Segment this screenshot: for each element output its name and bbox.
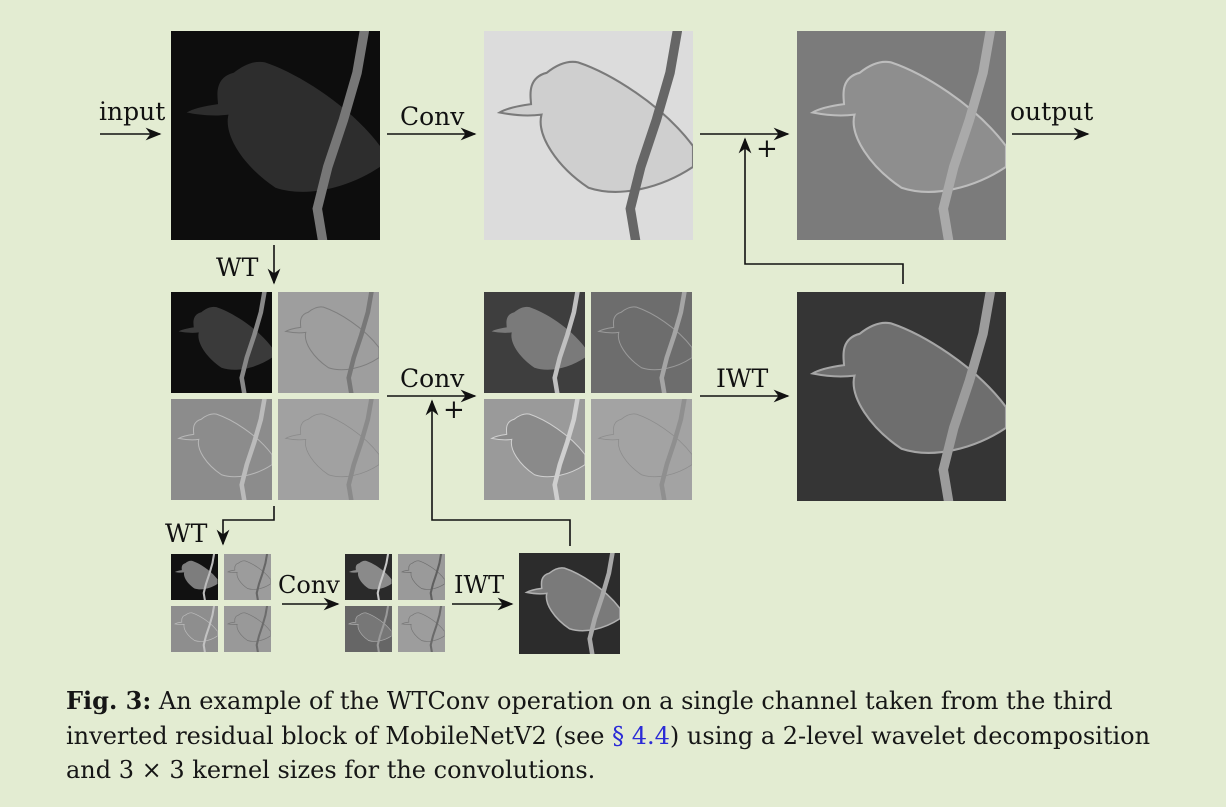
iwt1-output-map — [797, 292, 1006, 501]
wt1-low-high — [278, 292, 379, 393]
wt2-high-high — [224, 606, 271, 652]
caption-prefix: Fig. 3: — [66, 686, 152, 715]
conv2-high-high — [398, 606, 445, 652]
conv1-low-low — [484, 292, 585, 393]
caption-text-b: ) using a 2-level wavelet decomposition … — [66, 721, 1151, 785]
output-label: output — [1010, 97, 1094, 126]
conv-output-map — [484, 31, 693, 240]
input-label: input — [99, 97, 166, 126]
plus-sign-mid: + — [443, 395, 465, 425]
conv1-high-low — [484, 399, 585, 500]
conv-label-bottom: Conv — [278, 571, 340, 599]
wt2-low-high — [224, 554, 271, 600]
plus-sign-top: + — [756, 134, 778, 164]
iwt-label-mid: IWT — [716, 364, 769, 393]
wt-arrow-level2 — [216, 506, 275, 546]
conv1-high-high — [591, 399, 692, 500]
wt2-high-low — [171, 606, 218, 652]
wtconv-figure: input Conv + output WT Conv + IWT WT Con… — [99, 31, 1094, 654]
wt1-high-low — [171, 399, 272, 500]
conv-label-top: Conv — [400, 102, 465, 131]
conv-label-mid: Conv — [400, 364, 465, 393]
caption-text-a: An example of the WTConv operation on a … — [66, 687, 1113, 750]
iwt-to-sum-mid-arrow — [425, 399, 571, 546]
figure-arrows — [100, 127, 1090, 611]
conv2-low-low — [345, 554, 392, 600]
wt1-low-low — [171, 292, 272, 393]
figure-caption: Fig. 3: An example of the WTConv operati… — [66, 684, 1176, 788]
section-link[interactable]: § 4.4 — [612, 721, 670, 750]
iwt2-output-map — [519, 553, 620, 654]
conv2-high-low — [345, 606, 392, 652]
conv1-low-high — [591, 292, 692, 393]
wt-label-level2: WT — [165, 519, 208, 548]
wt1-high-high — [278, 399, 379, 500]
conv2-low-high — [398, 554, 445, 600]
output-feature-map — [797, 31, 1006, 240]
wt2-low-low — [171, 554, 218, 600]
iwt-to-sum-arrow — [738, 137, 904, 284]
input-feature-map — [171, 31, 380, 240]
iwt-label-bottom: IWT — [454, 571, 505, 599]
wt-label-level1: WT — [216, 253, 259, 282]
